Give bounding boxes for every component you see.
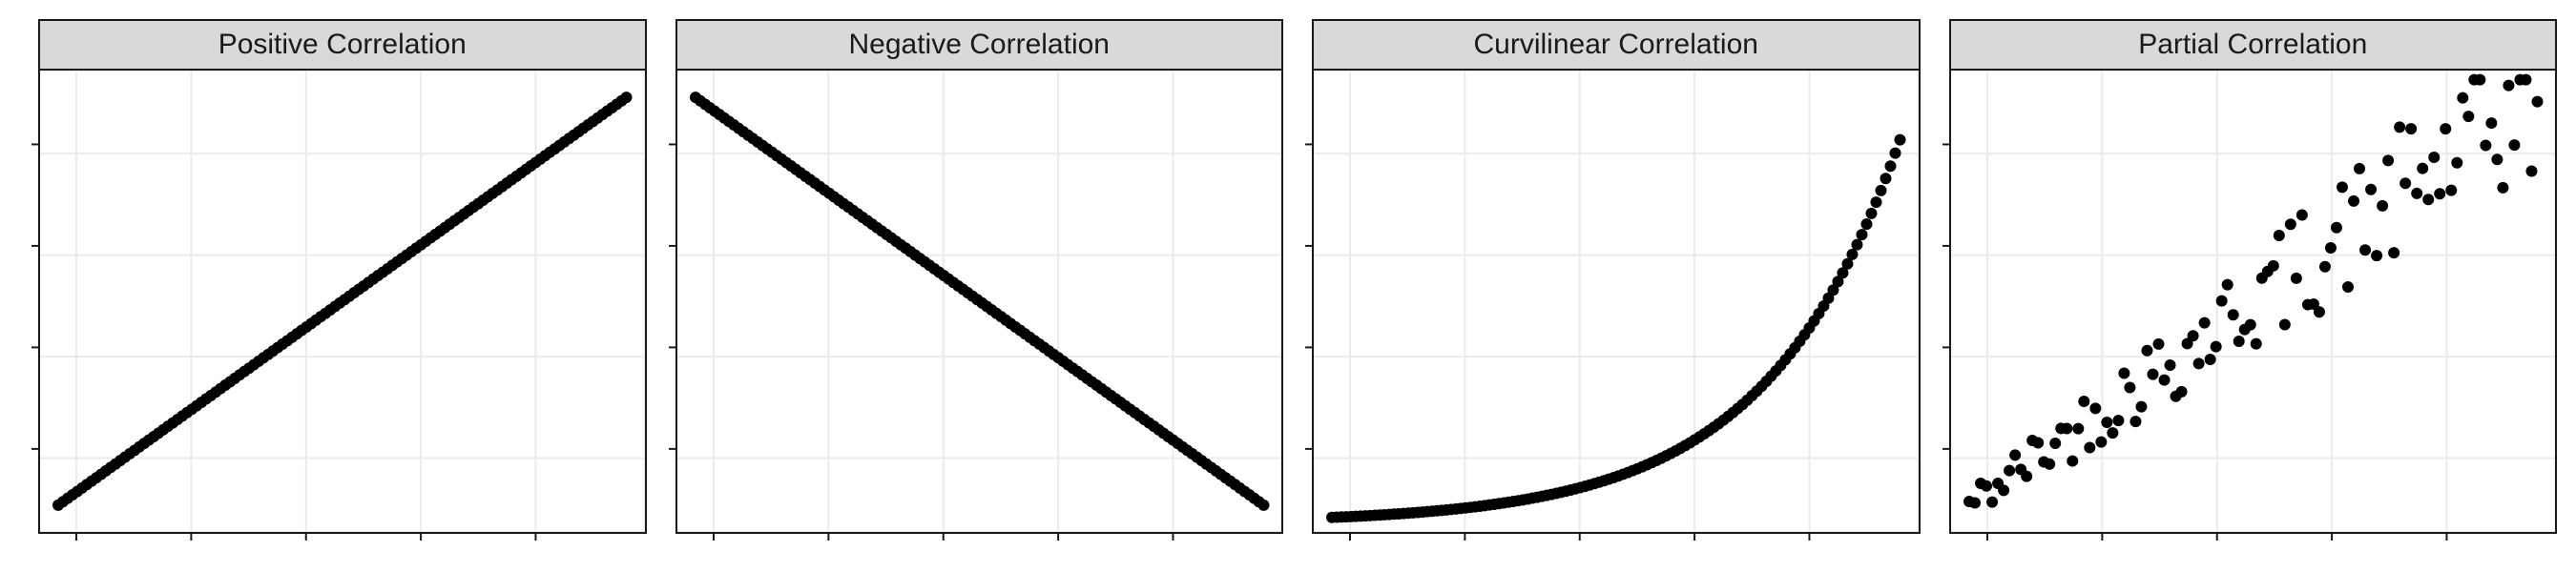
chart-panel-1: Negative Correlation (675, 19, 1284, 534)
chart-panel-2: Curvilinear Correlation (1312, 19, 1921, 534)
panel-title: Curvilinear Correlation (1314, 21, 1919, 71)
chart-panel-3: Partial Correlation (1949, 19, 2558, 534)
scatter-points (1963, 74, 2543, 509)
plot-area (1951, 71, 2556, 532)
scatter-points (1326, 134, 1905, 523)
plot-area (40, 71, 645, 532)
panel-row: Positive Correlation Negative Correlation… (0, 0, 2576, 572)
plot-area (677, 71, 1282, 532)
panel-title: Partial Correlation (1951, 21, 2556, 71)
chart-panel-0: Positive Correlation (38, 19, 647, 534)
panel-title: Negative Correlation (677, 21, 1282, 71)
plot-area (1314, 71, 1919, 532)
panel-title: Positive Correlation (40, 21, 645, 71)
